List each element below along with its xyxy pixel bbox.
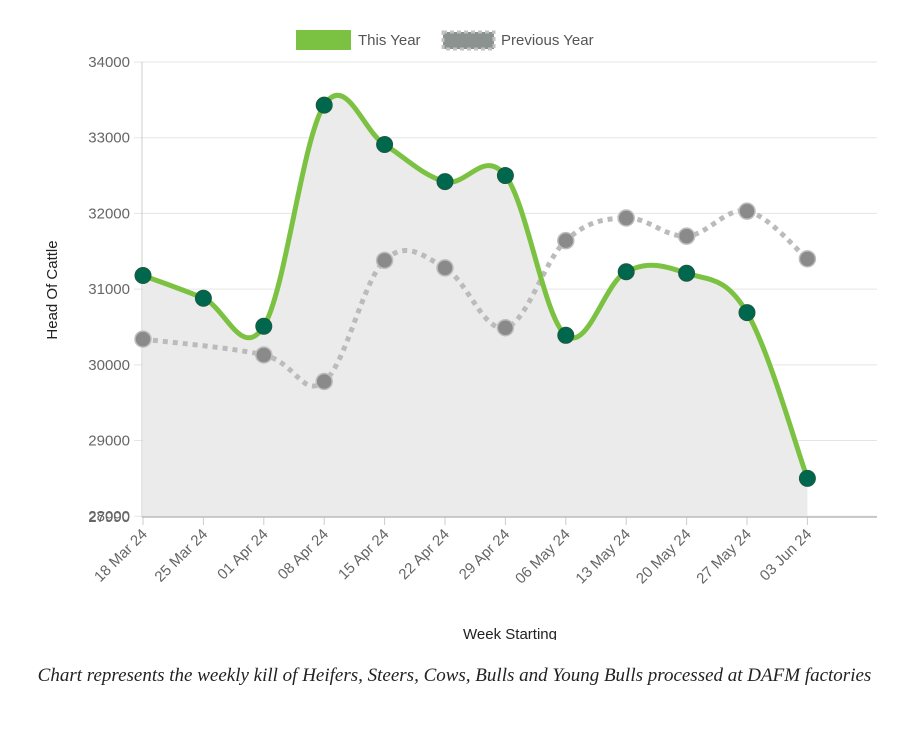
- x-tick-label: 03 Jun 24: [757, 526, 816, 585]
- this-year-point[interactable]: [376, 136, 394, 154]
- this-year-area: [143, 95, 808, 517]
- data-points: [134, 96, 817, 487]
- x-axis-title: Week Starting: [463, 626, 557, 640]
- legend-swatch-this-year[interactable]: [296, 30, 351, 50]
- x-tick-label: 22 Apr 24: [395, 526, 452, 583]
- this-year-point[interactable]: [436, 173, 454, 191]
- previous-year-point[interactable]: [738, 202, 756, 220]
- this-year-point[interactable]: [738, 304, 756, 322]
- y-tick-label: 27990: [88, 509, 130, 526]
- x-tick-labels: 18 Mar 24 25 Mar 24 01 Apr 24 08 Apr 24 15 A…: [91, 526, 815, 588]
- y-tick-label: 32000: [88, 205, 130, 222]
- y-tick-label: 28000: [88, 508, 130, 525]
- this-year-point[interactable]: [194, 289, 212, 307]
- previous-year-point[interactable]: [315, 372, 333, 391]
- x-tick-label: 13 May 24: [572, 526, 634, 588]
- x-tick-label: 01 Apr 24: [214, 526, 271, 583]
- legend-label-this-year[interactable]: This Year: [358, 32, 421, 49]
- this-year-point[interactable]: [134, 266, 152, 284]
- x-tick-label: 25 Mar 24: [151, 526, 211, 586]
- chart-legend[interactable]: This Year Previous Year: [296, 30, 594, 51]
- previous-year-point[interactable]: [617, 209, 635, 227]
- chart-caption: Chart represents the weekly kill of Heif…: [37, 665, 872, 686]
- x-tick-label: 29 Apr 24: [456, 526, 513, 583]
- y-tick-label: 31000: [88, 281, 130, 298]
- x-tick-label: 08 Apr 24: [275, 526, 332, 583]
- y-axis-title: Head Of Cattle: [44, 240, 61, 339]
- this-year-point[interactable]: [557, 326, 575, 344]
- legend-label-previous-year[interactable]: Previous Year: [501, 32, 594, 49]
- previous-year-line: [142, 208, 810, 389]
- this-year-point[interactable]: [496, 167, 514, 185]
- this-year-point[interactable]: [617, 263, 635, 281]
- previous-year-point[interactable]: [798, 250, 817, 268]
- legend-swatch-previous-year[interactable]: [441, 30, 496, 51]
- x-tick-label: 18 Mar 24: [91, 526, 151, 586]
- previous-year-point[interactable]: [557, 231, 575, 250]
- this-year-area-fill: [143, 95, 808, 517]
- this-year-point[interactable]: [315, 96, 333, 114]
- previous-year-point[interactable]: [436, 259, 454, 277]
- previous-year-point[interactable]: [375, 251, 394, 270]
- y-tick-label: 29000: [88, 433, 130, 450]
- previous-year-point[interactable]: [496, 318, 515, 337]
- line-chart: This Year Previous Year 3400033000320003…: [44, 30, 877, 640]
- previous-year-point[interactable]: [134, 330, 152, 348]
- previous-year-point[interactable]: [677, 227, 696, 245]
- this-year-point[interactable]: [798, 469, 816, 487]
- x-tick-label: 27 May 24: [693, 526, 755, 588]
- axes: [141, 62, 877, 518]
- x-tick-label: 06 May 24: [512, 526, 574, 588]
- x-tick-label: 15 Apr 24: [335, 526, 392, 583]
- x-tick-label: 20 May 24: [633, 526, 695, 588]
- this-year-point[interactable]: [678, 264, 696, 282]
- y-tick-label: 33000: [88, 130, 130, 147]
- y-tick-label: 34000: [88, 54, 130, 71]
- previous-year-point[interactable]: [255, 346, 273, 364]
- y-tick-label: 30000: [88, 357, 130, 374]
- this-year-point[interactable]: [255, 317, 273, 335]
